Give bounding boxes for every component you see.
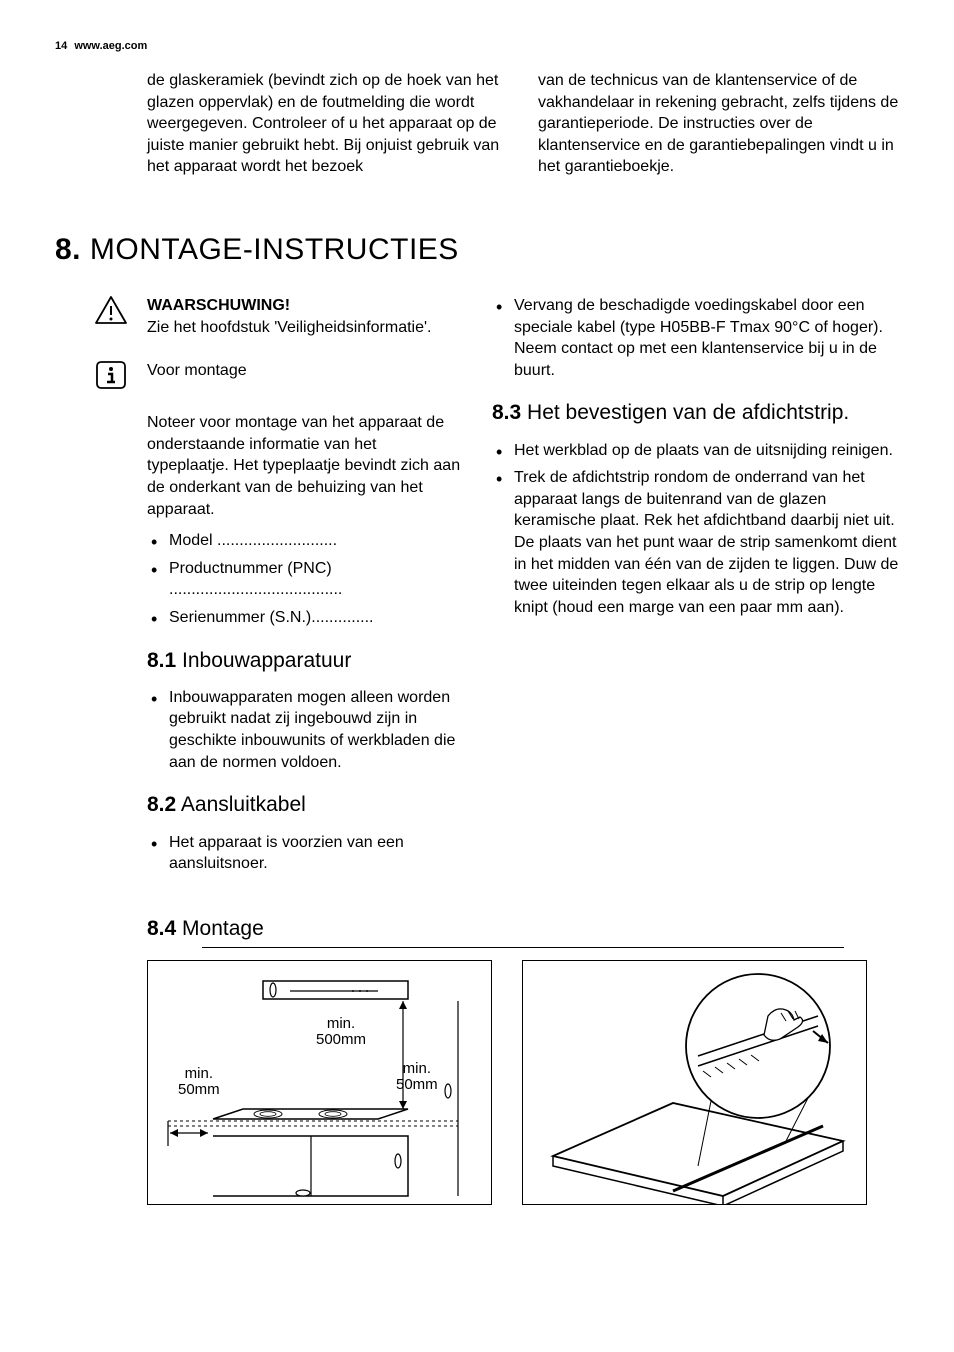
- typeplate-para: Noteer voor montage van het apparaat de …: [55, 412, 462, 520]
- subheading-82: 8.2 Aansluitkabel: [55, 791, 462, 819]
- divider: [202, 947, 844, 948]
- left-column: WAARSCHUWING! Zie het hoofdstuk 'Veiligh…: [55, 295, 462, 893]
- list-item: Vervang de beschadigde voedingskabel doo…: [492, 295, 899, 381]
- warning-body: Zie het hoofdstuk 'Veiligheidsinformatie…: [147, 317, 462, 339]
- info-text: Voor montage: [147, 360, 462, 390]
- main-columns: WAARSCHUWING! Zie het hoofdstuk 'Veiligh…: [55, 295, 899, 893]
- page-header: 14 www.aeg.com: [55, 40, 899, 52]
- sub-title: Aansluitkabel: [181, 793, 306, 816]
- sub-title: Het bevestigen van de afdichtstrip.: [527, 401, 849, 424]
- sub-num: 8.3: [492, 401, 521, 424]
- info-block: Voor montage: [55, 360, 462, 390]
- subheading-83: 8.3 Het bevestigen van de afdichtstrip.: [492, 399, 899, 427]
- list-83: Het werkblad op de plaats van de uitsnij…: [492, 440, 899, 619]
- warning-title: WAARSCHUWING!: [147, 295, 462, 317]
- info-icon: [93, 360, 129, 390]
- intro-left: de glaskeramiek (bevindt zich op de hoek…: [55, 70, 508, 178]
- intro-right: van de technicus van de klantenservice o…: [538, 70, 899, 178]
- warning-text: WAARSCHUWING! Zie het hoofdstuk 'Veiligh…: [147, 295, 462, 338]
- dim-50-left: min. 50mm: [178, 1066, 220, 1099]
- list-item: Productnummer (PNC) ....................…: [147, 558, 462, 601]
- section-heading: 8. MONTAGE-INSTRUCTIES: [55, 233, 899, 267]
- warning-icon: [93, 295, 129, 338]
- subheading-84: 8.4 Montage: [55, 917, 899, 941]
- list-item: Het werkblad op de plaats van de uitsnij…: [492, 440, 899, 462]
- section-title: MONTAGE-INSTRUCTIES: [90, 233, 459, 266]
- list-82: Het apparaat is voorzien van een aanslui…: [55, 832, 462, 875]
- subheading-81: 8.1 Inbouwapparatuur: [55, 647, 462, 675]
- sub-num: 8.1: [147, 649, 176, 672]
- diagrams-row: min. 500mm min. 50mm min. 50mm: [55, 960, 899, 1205]
- sub-num: 8.4: [147, 917, 176, 940]
- site-url: www.aeg.com: [74, 40, 147, 52]
- list-item: Serienummer (S.N.)..............: [147, 607, 462, 629]
- seal-drawing: [523, 961, 867, 1205]
- sub-title: Montage: [182, 917, 264, 940]
- list-item: Het apparaat is voorzien van een aanslui…: [147, 832, 462, 875]
- intro-paragraph: de glaskeramiek (bevindt zich op de hoek…: [55, 70, 899, 178]
- list-81: Inbouwapparaten mogen alleen worden gebr…: [55, 687, 462, 773]
- list-item: Trek de afdichtstrip rondom de onderrand…: [492, 467, 899, 618]
- diagram-clearances: min. 500mm min. 50mm min. 50mm: [147, 960, 492, 1205]
- list-top-right: Vervang de beschadigde voedingskabel doo…: [492, 295, 899, 381]
- dim-500: min. 500mm: [316, 1016, 366, 1049]
- page-number: 14: [55, 40, 67, 52]
- sub-num: 8.2: [147, 793, 176, 816]
- right-column: Vervang de beschadigde voedingskabel doo…: [492, 295, 899, 893]
- sub-title: Inbouwapparatuur: [182, 649, 351, 672]
- typeplate-fields: Model ........................... Produc…: [55, 530, 462, 628]
- diagram-seal: [522, 960, 867, 1205]
- list-item: Model ...........................: [147, 530, 462, 552]
- dim-50-right: min. 50mm: [396, 1061, 438, 1094]
- section-number: 8.: [55, 233, 81, 266]
- warning-block: WAARSCHUWING! Zie het hoofdstuk 'Veiligh…: [55, 295, 462, 338]
- list-item: Inbouwapparaten mogen alleen worden gebr…: [147, 687, 462, 773]
